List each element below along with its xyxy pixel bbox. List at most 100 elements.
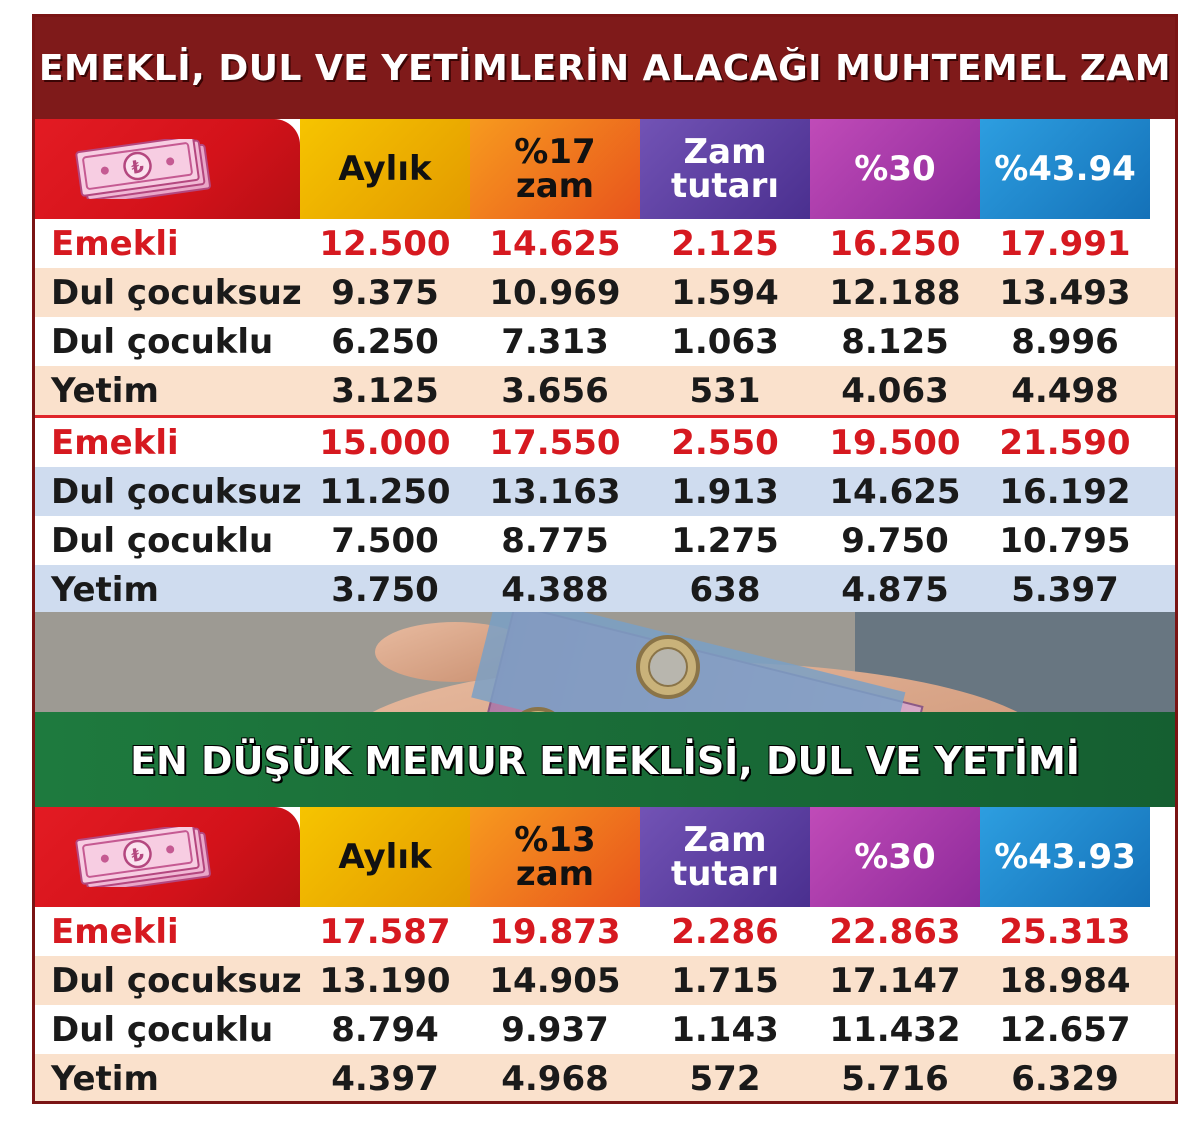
section2-title: EN DÜŞÜK MEMUR EMEKLİSİ, DUL VE YETİMİ — [130, 739, 1080, 783]
cell: 18.984 — [999, 960, 1131, 1001]
cell: 7.313 — [501, 321, 609, 362]
row-label: Dul çocuklu — [51, 321, 274, 362]
table2-header: ₺ Aylık %13 zam Zam tutarı %30 %43.93 — [35, 807, 1175, 907]
cell: 1.063 — [671, 321, 779, 362]
cell: 15.000 — [319, 422, 451, 463]
cell: 3.125 — [331, 370, 439, 411]
group-separator — [35, 415, 1175, 418]
cell: 21.590 — [999, 422, 1131, 463]
cell: 1.275 — [671, 520, 779, 561]
header-zam-tutari: Zam tutarı — [640, 119, 810, 219]
banknote-lira-icon: ₺ — [75, 827, 211, 887]
cell: 8.775 — [501, 520, 609, 561]
table-row: Emekli 12.500 14.625 2.125 16.250 17.991 — [35, 219, 1175, 268]
cell: 8.996 — [1011, 321, 1119, 362]
cell: 10.969 — [489, 272, 621, 313]
cell: 9.375 — [331, 272, 439, 313]
header-43pct: %43.93 — [980, 807, 1150, 907]
cell: 17.587 — [319, 911, 451, 952]
row-label: Yetim — [51, 1058, 159, 1099]
cell: 6.250 — [331, 321, 439, 362]
cell: 19.500 — [829, 422, 961, 463]
cell: 2.286 — [671, 911, 779, 952]
row-label: Dul çocuksuz — [51, 272, 302, 313]
row-label: Emekli — [51, 911, 179, 952]
cell: 14.625 — [489, 223, 621, 264]
table-row: Dul çocuksuz 11.250 13.163 1.913 14.625 … — [35, 467, 1175, 516]
table2-body: Emekli 17.587 19.873 2.286 22.863 25.313… — [35, 907, 1175, 1101]
cell: 2.125 — [671, 223, 779, 264]
table-row: Dul çocuklu 6.250 7.313 1.063 8.125 8.99… — [35, 317, 1175, 366]
header-aylik: Aylık — [300, 119, 470, 219]
cell: 9.750 — [841, 520, 949, 561]
header-zam-line1: Zam — [683, 132, 767, 172]
row-label: Emekli — [51, 223, 179, 264]
cell: 3.656 — [501, 370, 609, 411]
header-zam-tutari: Zam tutarı — [640, 807, 810, 907]
cell: 19.873 — [489, 911, 621, 952]
row-label: Dul çocuklu — [51, 520, 274, 561]
main-title: EMEKLİ, DUL VE YETİMLERİN ALACAĞI MUHTEM… — [38, 47, 1172, 89]
cell: 5.397 — [1011, 569, 1119, 610]
table-row: Yetim 3.750 4.388 638 4.875 5.397 — [35, 565, 1175, 614]
cell: 3.750 — [331, 569, 439, 610]
cell: 22.863 — [829, 911, 961, 952]
cell: 16.192 — [999, 471, 1131, 512]
header-zam-pct: %17 zam — [470, 119, 640, 219]
row-label: Dul çocuksuz — [51, 471, 302, 512]
cell: 1.913 — [671, 471, 779, 512]
table1-icon-cell: ₺ — [35, 119, 300, 219]
header-zam-pct: %13 zam — [470, 807, 640, 907]
cell: 572 — [689, 1058, 761, 1099]
row-label: Emekli — [51, 422, 179, 463]
cell: 14.905 — [489, 960, 621, 1001]
cell: 9.937 — [501, 1009, 609, 1050]
svg-text:₺: ₺ — [130, 844, 146, 867]
cell: 17.991 — [999, 223, 1131, 264]
header-30pct: %30 — [810, 807, 980, 907]
table-row: Dul çocuklu 7.500 8.775 1.275 9.750 10.7… — [35, 516, 1175, 565]
row-label: Yetim — [51, 370, 159, 411]
cell: 4.875 — [841, 569, 949, 610]
cell: 10.795 — [999, 520, 1131, 561]
table-row: Dul çocuksuz 13.190 14.905 1.715 17.147 … — [35, 956, 1175, 1005]
cell: 4.968 — [501, 1058, 609, 1099]
cell: 14.625 — [829, 471, 961, 512]
cell: 12.657 — [999, 1009, 1131, 1050]
cell: 6.329 — [1011, 1058, 1119, 1099]
cell: 8.794 — [331, 1009, 439, 1050]
cell: 8.125 — [841, 321, 949, 362]
cell: 16.250 — [829, 223, 961, 264]
table1-group2: Emekli 15.000 17.550 2.550 19.500 21.590… — [35, 418, 1175, 614]
cell: 1.715 — [671, 960, 779, 1001]
cell: 2.550 — [671, 422, 779, 463]
cell: 17.550 — [489, 422, 621, 463]
cell: 638 — [689, 569, 761, 610]
cell: 12.500 — [319, 223, 451, 264]
cell: 4.063 — [841, 370, 949, 411]
header-aylik: Aylık — [300, 807, 470, 907]
cell: 7.500 — [331, 520, 439, 561]
table-row: Yetim 4.397 4.968 572 5.716 6.329 — [35, 1054, 1175, 1101]
cell: 12.188 — [829, 272, 961, 313]
cell: 4.397 — [331, 1058, 439, 1099]
header-zam-line2: tutarı — [670, 854, 780, 894]
table-row: Yetim 3.125 3.656 531 4.063 4.498 — [35, 366, 1175, 415]
header-43pct: %43.94 — [980, 119, 1150, 219]
cell: 11.250 — [319, 471, 451, 512]
cell: 5.716 — [841, 1058, 949, 1099]
row-label: Dul çocuklu — [51, 1009, 274, 1050]
table1-header: ₺ Aylık %17 zam Zam tutarı %30 %43.94 — [35, 119, 1175, 219]
table-row: Dul çocuksuz 9.375 10.969 1.594 12.188 1… — [35, 268, 1175, 317]
green-title-band — [35, 712, 1175, 807]
cell: 13.190 — [319, 960, 451, 1001]
table2-icon-cell: ₺ — [35, 807, 300, 907]
svg-text:₺: ₺ — [130, 156, 146, 179]
infographic-frame: EMEKLİ, DUL VE YETİMLERİN ALACAĞI MUHTEM… — [32, 14, 1178, 1104]
table1-group1: Emekli 12.500 14.625 2.125 16.250 17.991… — [35, 219, 1175, 415]
cell: 17.147 — [829, 960, 961, 1001]
cell: 4.388 — [501, 569, 609, 610]
cell: 11.432 — [829, 1009, 961, 1050]
row-label: Dul çocuksuz — [51, 960, 302, 1001]
cell: 531 — [689, 370, 761, 411]
